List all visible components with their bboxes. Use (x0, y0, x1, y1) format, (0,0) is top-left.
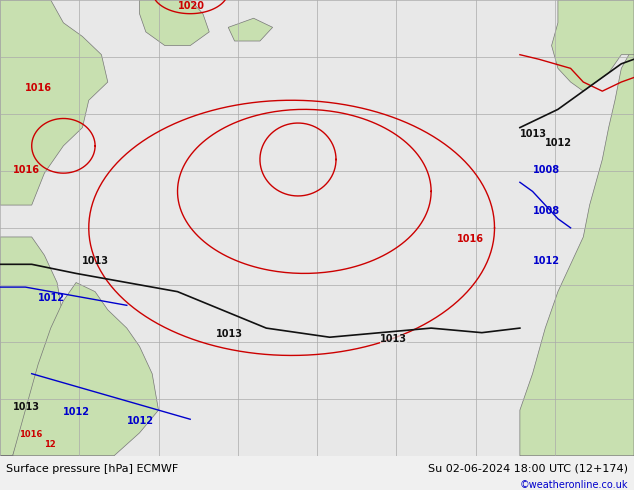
Text: 60W: 60W (148, 469, 169, 479)
Text: 80W: 80W (0, 469, 11, 479)
Text: 1013: 1013 (13, 402, 40, 412)
Polygon shape (0, 237, 63, 456)
Text: 1012: 1012 (63, 407, 91, 416)
Text: 1016: 1016 (25, 83, 53, 93)
Text: 1020: 1020 (178, 1, 205, 11)
Text: 1013: 1013 (82, 256, 110, 266)
Text: Surface pressure [hPa] ECMWF: Surface pressure [hPa] ECMWF (6, 464, 179, 474)
Polygon shape (520, 46, 634, 456)
Text: 1013: 1013 (216, 329, 243, 339)
Text: 1012: 1012 (38, 293, 65, 303)
Text: 1016: 1016 (19, 431, 42, 440)
Text: 1008: 1008 (533, 165, 560, 175)
Text: 1013: 1013 (380, 334, 408, 344)
Text: 1013: 1013 (520, 129, 547, 139)
Text: 20W: 20W (465, 469, 486, 479)
Text: 12: 12 (44, 440, 56, 448)
Polygon shape (0, 0, 108, 205)
Text: 30W: 30W (385, 469, 407, 479)
Text: Su 02-06-2024 18:00 UTC (12+174): Su 02-06-2024 18:00 UTC (12+174) (428, 464, 628, 474)
Text: 70W: 70W (68, 469, 90, 479)
Text: 1012: 1012 (533, 256, 560, 266)
Text: 1008: 1008 (533, 206, 560, 216)
Polygon shape (139, 0, 209, 46)
Text: ©weatheronline.co.uk: ©weatheronline.co.uk (519, 480, 628, 490)
Polygon shape (552, 0, 634, 91)
Text: 1012: 1012 (127, 416, 154, 426)
Text: 1016: 1016 (456, 234, 484, 244)
Polygon shape (228, 18, 273, 41)
Polygon shape (0, 283, 158, 456)
Text: 50W: 50W (227, 469, 249, 479)
Text: 1016: 1016 (13, 165, 40, 175)
Text: 10W: 10W (544, 469, 566, 479)
Text: 1012: 1012 (545, 138, 573, 148)
Text: 40W: 40W (306, 469, 328, 479)
